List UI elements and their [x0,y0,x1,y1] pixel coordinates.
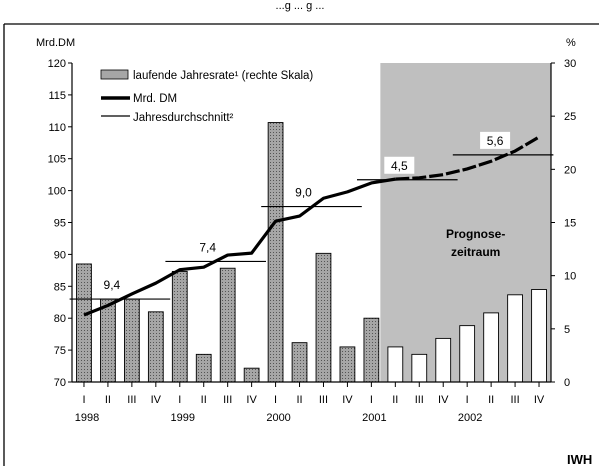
forecast-bar [483,312,499,383]
annual-average-label-box [384,156,415,174]
forecast-bar [531,289,547,383]
line-historical [83,177,396,317]
year-label: 2000 [266,412,290,424]
bar [147,311,164,383]
legend-bar-label: laufende Jahresrate¹ (rechte Skala) [133,70,313,82]
quarter-label: III [415,394,424,406]
bar [267,122,284,383]
left-tick-label: 115 [48,90,66,102]
quarter-label: I [82,394,85,406]
annual-average-label: 5,6 [487,134,504,148]
quarter-label: IV [438,394,449,406]
legend-average-label: Jahresdurchschnitt² [133,112,234,124]
left-tick-label: 85 [54,281,66,293]
quarter-label: IV [342,394,353,406]
left-tick-label: 70 [54,377,66,389]
year-label: 1999 [171,412,195,424]
left-tick-label: 90 [54,249,66,261]
frame [3,23,599,466]
forecast-bar [411,353,428,383]
year-label: 2002 [458,412,482,424]
left-tick-label: 120 [48,58,66,70]
annual-average-label: 4,5 [391,159,408,173]
left-tick-label: 110 [48,122,66,134]
x-axis-labels: I II III IV I II III IV I II III IV I II III IV I II III IV… [75,382,545,424]
line-series [83,135,540,317]
bar [171,270,188,383]
annual-average-label: 9,0 [295,186,312,200]
forecast-bar [507,294,523,383]
right-tick-label: 25 [564,111,576,123]
quarter-label: IV [246,394,257,406]
right-tick-label: 15 [564,218,576,230]
forecast-label-line-1: Prognose- [446,227,505,241]
right-tick-label: 30 [564,58,576,70]
left-tick-label: 100 [48,186,66,198]
year-label: 2001 [362,412,386,424]
bar [363,317,380,383]
forecast-label-line-2: zeitraum [451,245,500,259]
right-tick-label: 20 [564,164,576,176]
quarter-label: III [510,394,519,406]
bar [243,367,260,383]
quarter-label: III [127,394,136,406]
quarter-label: II [105,394,111,406]
right-axis-ticks: 0 5 10 15 20 25 30 [551,58,576,389]
left-tick-label: 75 [54,345,66,357]
bar [100,298,116,383]
quarter-label: I [370,394,373,406]
left-tick-label: 105 [48,154,66,166]
quarter-label: II [488,394,494,406]
quarter-label: III [223,394,232,406]
line-forecast [395,135,540,181]
bar [124,298,140,383]
annual-average-label-box [480,131,511,149]
quarter-label: IV [534,394,545,406]
bar [291,342,308,383]
header-fragment: ...g ... g ... [276,0,325,12]
quarter-label: I [178,394,181,406]
legend-bar-swatch [100,69,129,80]
quarter-label: III [319,394,328,406]
legend: laufende Jahresrate¹ (rechte Skala) Mrd.… [100,69,313,124]
bar [339,346,356,383]
axes [71,63,552,383]
legend-line-label: Mrd. DM [133,93,177,105]
quarter-label: II [296,394,302,406]
bar [195,353,212,383]
left-axis-unit: Mrd.DM [36,37,75,49]
quarter-label: IV [151,394,162,406]
forecast-bar [459,325,476,383]
left-tick-label: 80 [54,313,66,325]
quarter-label: II [392,394,398,406]
quarter-label: I [274,394,277,406]
bar-series [76,122,547,383]
left-tick-label: 95 [54,218,66,230]
right-tick-label: 5 [564,324,570,336]
quarter-label: II [201,394,207,406]
bar [219,267,236,383]
bar [76,263,92,383]
brand-label: IWH [567,452,592,466]
forecast-bar [435,337,452,383]
right-axis-unit: % [566,37,576,49]
year-label: 1998 [75,412,99,424]
right-tick-label: 10 [564,271,576,283]
right-tick-label: 0 [564,377,570,389]
annual-average-label: 9,4 [104,278,121,292]
quarter-label: I [466,394,469,406]
bar [315,252,332,383]
annual-average-label: 7,4 [199,240,216,254]
forecast-bar [387,346,404,383]
left-axis-ticks: 70 75 80 85 90 95 100 105 110 115 120 [48,58,72,389]
